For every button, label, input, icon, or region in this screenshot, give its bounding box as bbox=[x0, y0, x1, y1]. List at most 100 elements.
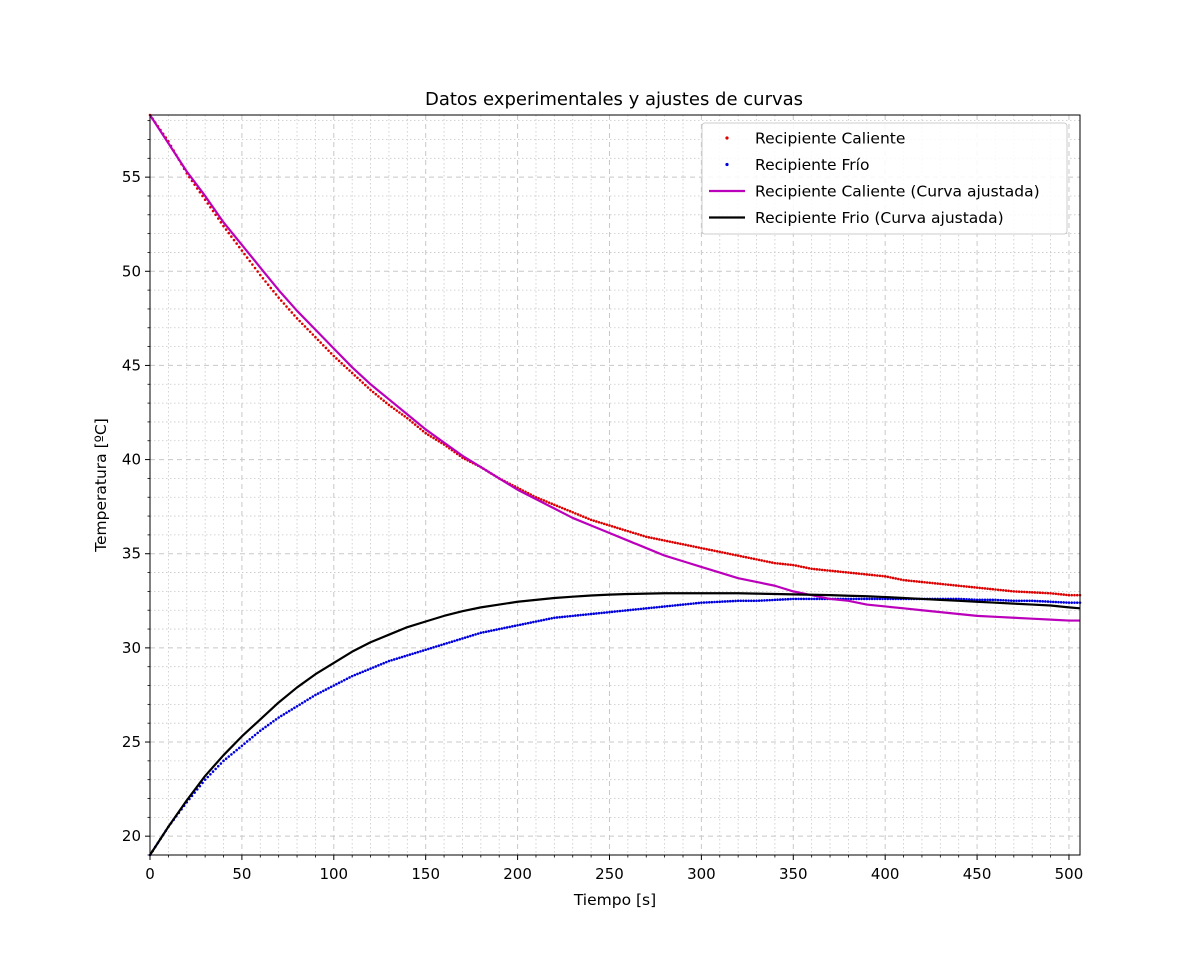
series-2-point bbox=[555, 616, 559, 619]
series-2-point bbox=[403, 654, 406, 658]
series-1-point bbox=[371, 390, 375, 394]
series-1-point bbox=[303, 325, 307, 328]
series-2-point bbox=[1009, 599, 1013, 602]
series-1-point bbox=[799, 565, 803, 568]
series-1-point bbox=[626, 529, 630, 533]
y-tick-label: 20 bbox=[122, 827, 141, 845]
series-1-point bbox=[555, 504, 559, 508]
series-1-point bbox=[721, 551, 724, 554]
series-1-point bbox=[889, 576, 892, 579]
series-2-point bbox=[558, 615, 561, 619]
series-1-point bbox=[744, 555, 748, 559]
series-2-point bbox=[332, 684, 336, 687]
series-2-point bbox=[274, 718, 278, 721]
series-2-point bbox=[728, 599, 732, 603]
series-1-point bbox=[694, 545, 698, 549]
series-2-point bbox=[1015, 599, 1018, 603]
series-2-point bbox=[211, 770, 215, 773]
series-1-point bbox=[718, 550, 722, 554]
series-1-point bbox=[647, 536, 651, 539]
series-2-point bbox=[818, 597, 821, 601]
series-2-point bbox=[371, 666, 375, 669]
series-1-point bbox=[571, 511, 575, 514]
series-1-point bbox=[1017, 590, 1021, 593]
series-1-point bbox=[692, 545, 695, 548]
series-1-point bbox=[975, 586, 979, 589]
series-1-point bbox=[700, 546, 703, 550]
series-2-point bbox=[356, 672, 359, 676]
series-1-point bbox=[416, 425, 420, 429]
series-1-point bbox=[847, 571, 850, 574]
series-2-point bbox=[700, 601, 703, 604]
series-1-point bbox=[623, 529, 627, 532]
series-1-point bbox=[726, 552, 729, 555]
series-2-point bbox=[600, 611, 603, 615]
series-1-point bbox=[739, 554, 743, 558]
series-1-point bbox=[702, 547, 706, 550]
series-1-point bbox=[965, 585, 968, 588]
series-2-point bbox=[216, 764, 220, 768]
series-2-point bbox=[610, 610, 614, 614]
series-2-point bbox=[340, 680, 343, 683]
series-2-point bbox=[434, 645, 438, 648]
series-1-point bbox=[781, 562, 785, 566]
series-2-point bbox=[264, 725, 267, 729]
series-2-point bbox=[626, 608, 630, 612]
series-2-point bbox=[686, 602, 690, 606]
series-1-point bbox=[222, 224, 225, 228]
series-2-point bbox=[765, 598, 769, 602]
series-1-point bbox=[923, 580, 926, 584]
series-2-point bbox=[736, 599, 740, 603]
series-1-point bbox=[941, 582, 945, 586]
series-2-point bbox=[258, 729, 262, 733]
series-1-point bbox=[1030, 591, 1034, 594]
series-2-point bbox=[742, 599, 745, 603]
series-1-point bbox=[605, 523, 609, 526]
series-2-point bbox=[560, 615, 564, 619]
series-1-point bbox=[894, 577, 897, 580]
series-2-point bbox=[791, 597, 795, 601]
series-2-point bbox=[453, 639, 456, 643]
series-2-point bbox=[539, 619, 543, 622]
series-2-point bbox=[644, 607, 648, 610]
series-2-point bbox=[390, 658, 393, 662]
series-2-point bbox=[256, 731, 259, 735]
series-1-point bbox=[983, 587, 987, 590]
series-2-point bbox=[553, 616, 556, 620]
legend-series-2-swatch bbox=[725, 162, 729, 167]
series-2-point bbox=[214, 767, 217, 771]
x-tick-label: 450 bbox=[963, 865, 992, 883]
series-2-point bbox=[960, 597, 963, 601]
series-2-point bbox=[550, 616, 554, 620]
series-1-point bbox=[424, 431, 427, 435]
series-2-point bbox=[279, 714, 283, 718]
series-2-point bbox=[248, 738, 252, 741]
series-1-point bbox=[406, 416, 409, 420]
series-1-point bbox=[392, 407, 396, 411]
series-2-point bbox=[385, 660, 388, 664]
series-1-point bbox=[427, 433, 430, 437]
series-1-point bbox=[545, 500, 548, 503]
series-2-point bbox=[812, 597, 816, 601]
series-2-point bbox=[206, 775, 210, 779]
series-1-point bbox=[1002, 589, 1005, 592]
series-2-point bbox=[495, 628, 498, 631]
series-1-point bbox=[597, 520, 601, 524]
series-2-point bbox=[487, 629, 491, 633]
series-1-point bbox=[1062, 593, 1066, 596]
x-tick-label: 150 bbox=[411, 865, 440, 883]
y-tick-label: 30 bbox=[122, 639, 141, 657]
series-1-point bbox=[668, 540, 672, 543]
series-2-point bbox=[277, 716, 280, 719]
series-1-point bbox=[849, 571, 853, 575]
series-1-point bbox=[833, 569, 837, 573]
series-2-point bbox=[873, 597, 876, 601]
series-2-point bbox=[789, 597, 792, 601]
series-2-point bbox=[295, 704, 299, 708]
series-2-point bbox=[350, 674, 354, 678]
legend-box bbox=[701, 122, 1068, 235]
series-1-point bbox=[705, 547, 708, 551]
series-2-point bbox=[786, 597, 790, 601]
series-2-point bbox=[692, 602, 695, 605]
series-2-point bbox=[981, 598, 984, 602]
